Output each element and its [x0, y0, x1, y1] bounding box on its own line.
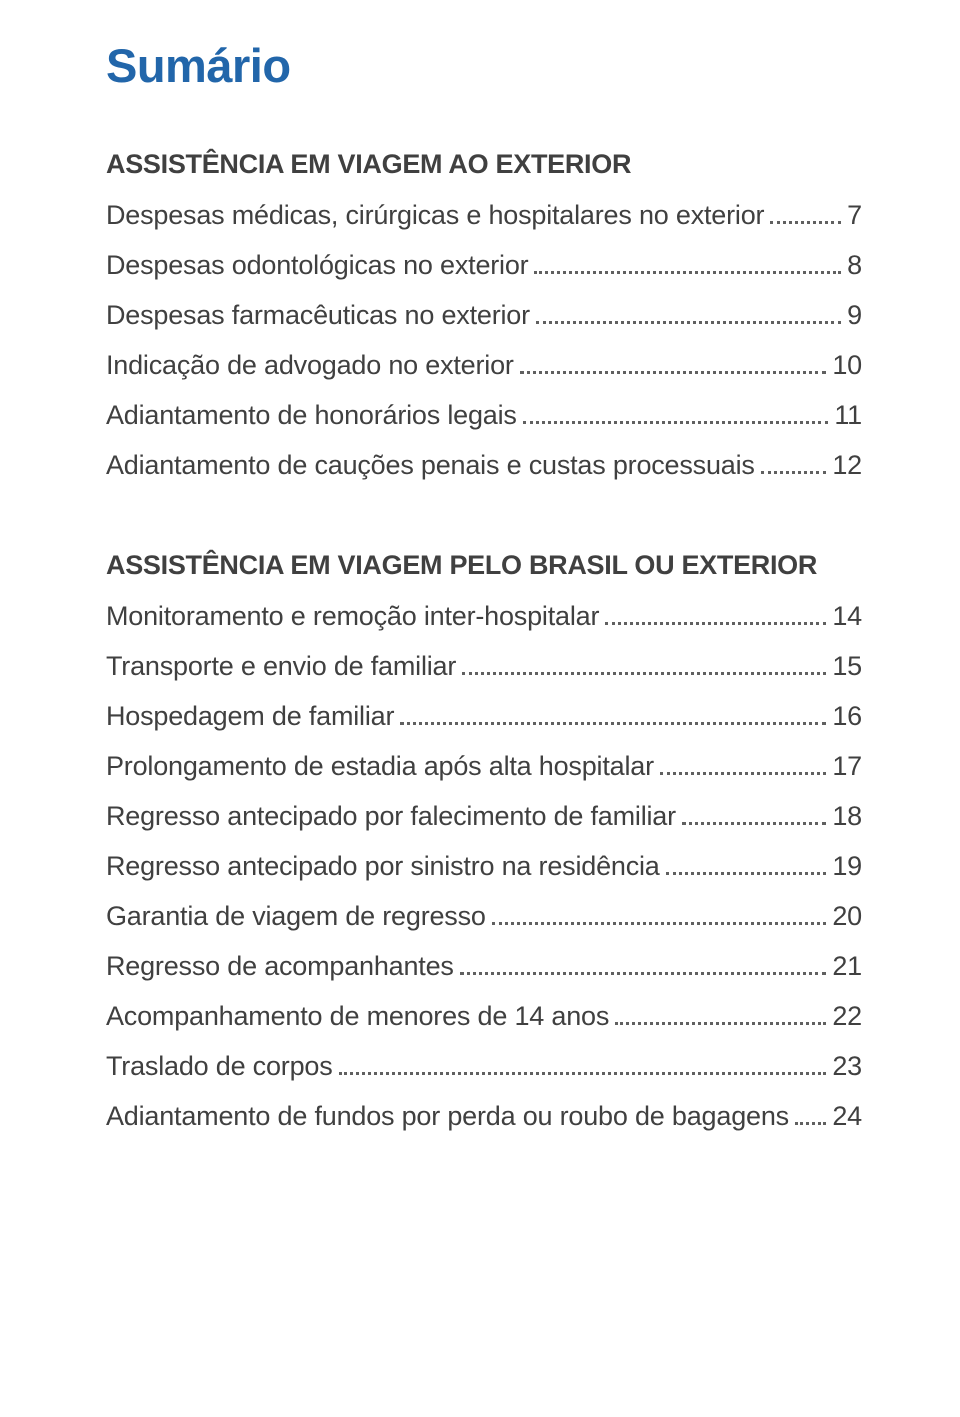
toc-row: Despesas médicas, cirúrgicas e hospitala… — [106, 202, 862, 229]
toc-page-number: 23 — [832, 1053, 862, 1080]
toc-row: Acompanhamento de menores de 14 anos 22 — [106, 1003, 862, 1030]
toc-row: Regresso de acompanhantes 21 — [106, 953, 862, 980]
toc-row: Transporte e envio de familiar 15 — [106, 653, 862, 680]
toc-label: Traslado de corpos — [106, 1053, 333, 1080]
toc-row: Garantia de viagem de regresso 20 — [106, 903, 862, 930]
toc-label: Despesas odontológicas no exterior — [106, 252, 528, 279]
toc-page-number: 11 — [834, 402, 862, 429]
toc-row: Adiantamento de fundos por perda ou roub… — [106, 1103, 862, 1130]
toc-label: Despesas farmacêuticas no exterior — [106, 302, 530, 329]
toc-label: Hospedagem de familiar — [106, 703, 394, 730]
toc-page-number: 20 — [832, 903, 862, 930]
toc-page-number: 8 — [847, 252, 862, 279]
toc-leader-dots — [460, 956, 827, 975]
toc-label: Garantia de viagem de regresso — [106, 903, 486, 930]
toc-leader-dots — [666, 856, 827, 875]
toc-label: Despesas médicas, cirúrgicas e hospitala… — [106, 202, 764, 229]
toc-label: Monitoramento e remoção inter-hospitalar — [106, 603, 599, 630]
toc-row: Hospedagem de familiar 16 — [106, 703, 862, 730]
toc-label: Adiantamento de honorários legais — [106, 402, 517, 429]
toc-label: Prolongamento de estadia após alta hospi… — [106, 753, 654, 780]
toc-page-number: 16 — [832, 703, 862, 730]
toc-row: Indicação de advogado no exterior 10 — [106, 352, 862, 379]
toc-leader-dots — [534, 255, 841, 274]
toc-label: Regresso antecipado por sinistro na resi… — [106, 853, 660, 880]
section-heading: ASSISTÊNCIA EM VIAGEM PELO BRASIL OU EXT… — [106, 550, 862, 581]
toc-page-number: 9 — [847, 302, 862, 329]
toc-row: Despesas odontológicas no exterior 8 — [106, 252, 862, 279]
section-gap — [106, 502, 862, 526]
toc-leader-dots — [615, 1006, 826, 1025]
toc-page-number: 7 — [847, 202, 862, 229]
toc-label: Transporte e envio de familiar — [106, 653, 456, 680]
toc-page-number: 12 — [832, 452, 862, 479]
toc-leader-dots — [761, 455, 827, 474]
toc-leader-dots — [795, 1106, 826, 1125]
toc-row: Traslado de corpos 23 — [106, 1053, 862, 1080]
toc-leader-dots — [462, 656, 826, 675]
toc-row: Adiantamento de cauções penais e custas … — [106, 452, 862, 479]
toc-row: Regresso antecipado por falecimento de f… — [106, 803, 862, 830]
toc-page-number: 17 — [832, 753, 862, 780]
toc-leader-dots — [536, 305, 841, 324]
toc-page-number: 24 — [832, 1103, 862, 1130]
toc-row: Despesas farmacêuticas no exterior 9 — [106, 302, 862, 329]
page-title: Sumário — [106, 38, 862, 93]
document-page: Sumário ASSISTÊNCIA EM VIAGEM AO EXTERIO… — [0, 0, 960, 1130]
toc-row: Adiantamento de honorários legais 11 — [106, 402, 862, 429]
toc-page-number: 19 — [832, 853, 862, 880]
toc-leader-dots — [605, 606, 826, 625]
toc-leader-dots — [523, 405, 829, 424]
toc-label: Acompanhamento de menores de 14 anos — [106, 1003, 609, 1030]
toc-leader-dots — [660, 756, 826, 775]
toc-label: Adiantamento de fundos por perda ou roub… — [106, 1103, 789, 1130]
toc-leader-dots — [400, 706, 826, 725]
toc-label: Regresso antecipado por falecimento de f… — [106, 803, 676, 830]
toc-row: Regresso antecipado por sinistro na resi… — [106, 853, 862, 880]
toc-row: Monitoramento e remoção inter-hospitalar… — [106, 603, 862, 630]
toc-page-number: 22 — [832, 1003, 862, 1030]
toc-leader-dots — [770, 205, 841, 224]
toc-leader-dots — [682, 806, 826, 825]
toc-leader-dots — [339, 1056, 827, 1075]
toc-page-number: 21 — [832, 953, 862, 980]
toc-page-number: 10 — [832, 352, 862, 379]
toc-label: Regresso de acompanhantes — [106, 953, 454, 980]
toc-label: Indicação de advogado no exterior — [106, 352, 514, 379]
toc-label: Adiantamento de cauções penais e custas … — [106, 452, 755, 479]
toc-leader-dots — [520, 355, 827, 374]
toc-leader-dots — [492, 906, 827, 925]
toc-page-number: 15 — [832, 653, 862, 680]
section-heading: ASSISTÊNCIA EM VIAGEM AO EXTERIOR — [106, 149, 862, 180]
toc-row: Prolongamento de estadia após alta hospi… — [106, 753, 862, 780]
toc-page-number: 14 — [832, 603, 862, 630]
toc-page-number: 18 — [832, 803, 862, 830]
